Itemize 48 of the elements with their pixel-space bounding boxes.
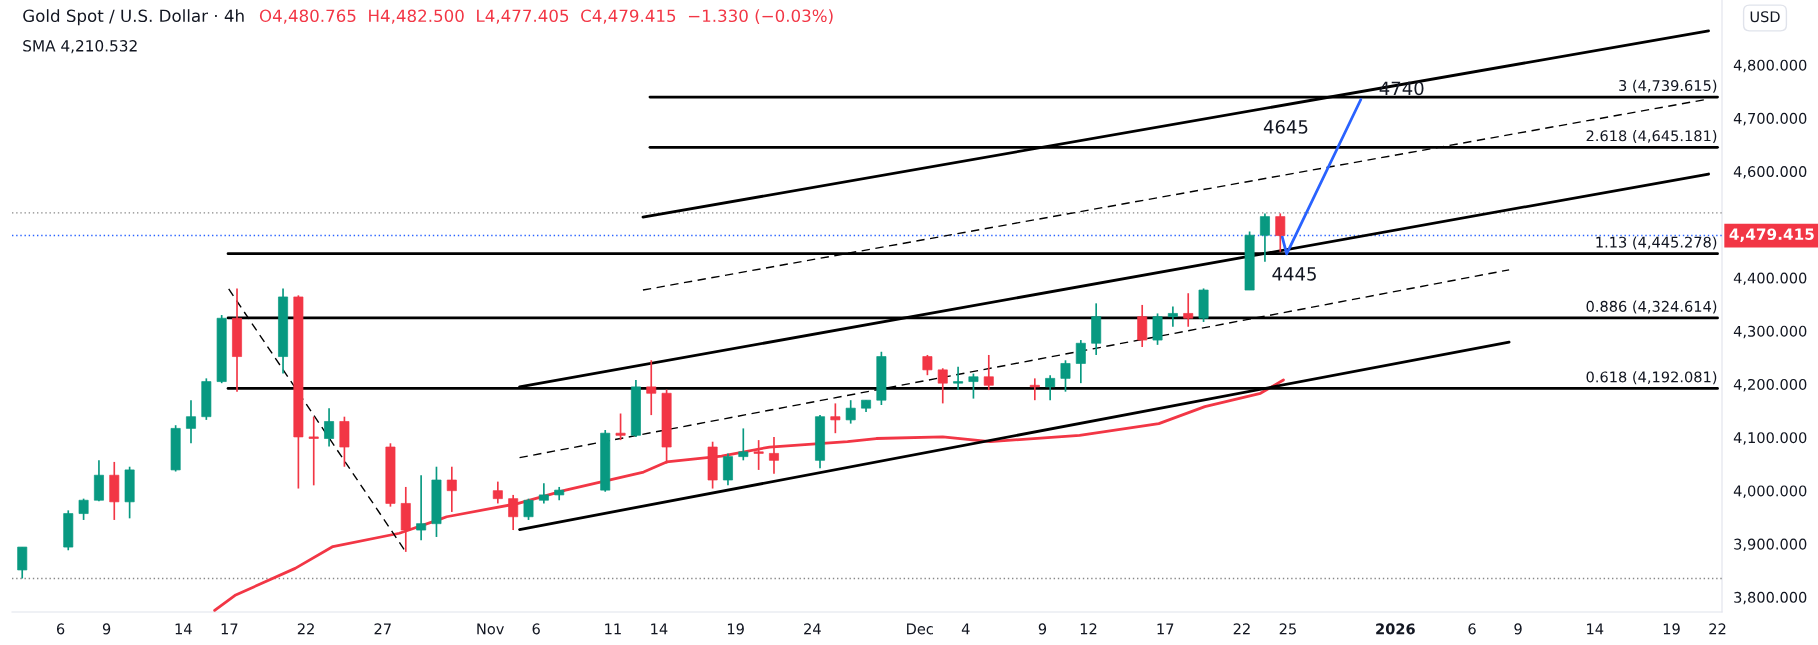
- annotation: 4740: [1379, 81, 1424, 96]
- x-tick-label: 6: [1468, 623, 1476, 635]
- x-tick-label: 17: [1157, 623, 1174, 635]
- y-tick-label: 4,400.000: [1733, 272, 1807, 286]
- x-tick-label: 9: [1514, 623, 1522, 635]
- x-tick-label: 6: [532, 623, 540, 635]
- x-tick-label: 9: [102, 623, 111, 635]
- series-label: 0.618 (4,192.081): [1586, 371, 1717, 385]
- series-label: 0.886 (4,324.614): [1586, 300, 1717, 314]
- y-tick-label: 3,800.000: [1734, 591, 1807, 605]
- series-label: 1.13 (4,445.278): [1596, 236, 1717, 250]
- x-tick-label: 22: [1233, 623, 1250, 635]
- y-tick-label: 4,300.000: [1733, 325, 1807, 339]
- annotation: 4645: [1263, 120, 1308, 134]
- y-tick-label: 4,800.000: [1733, 59, 1807, 73]
- x-tick-label: 22: [1709, 623, 1726, 635]
- ref-line-label: 4,479.415: [1729, 228, 1814, 242]
- x-tick-label: 9: [1038, 623, 1047, 635]
- x-tick-label: 14: [651, 623, 668, 635]
- x-tick-label: 19: [1663, 623, 1680, 635]
- x-tick-label: Nov: [477, 623, 504, 635]
- annotation: 4445: [1272, 267, 1316, 281]
- text: Gold Spot / U.S. Dollar · 4h: [23, 9, 244, 26]
- x-tick-label: 27: [374, 623, 391, 635]
- x-tick-label: Dec: [907, 623, 933, 635]
- series-label: 3 (4,739.615): [1619, 79, 1717, 93]
- x-tick-label: 6: [56, 623, 65, 635]
- x-tick-label: 22: [297, 623, 314, 635]
- x-tick-label: 14: [175, 623, 192, 635]
- y-tick-label: 3,900.000: [1734, 538, 1807, 552]
- annotation: SMA 4,210.532: [23, 40, 137, 54]
- x-tick-label: 12: [1080, 623, 1097, 635]
- y-tick-label: 4,000.000: [1733, 485, 1807, 498]
- text: USD: [1750, 11, 1780, 23]
- x-tick-label: 24: [804, 623, 821, 635]
- x-tick-label: 19: [727, 623, 744, 635]
- y-tick-label: 4,100.000: [1733, 432, 1807, 445]
- x-tick-label: 11: [605, 623, 621, 635]
- x-tick-label: 25: [1279, 623, 1296, 635]
- y-tick-label: 4,600.000: [1733, 166, 1807, 179]
- series-label: 2.618 (4,645.181): [1586, 130, 1717, 144]
- x-tick-label: 4: [961, 623, 970, 635]
- y-tick-label: 4,700.000: [1733, 112, 1807, 126]
- x-tick-label: 14: [1587, 623, 1604, 635]
- x-tick-label: 2026: [1376, 623, 1415, 635]
- annotation: O4,480.765 H4,482.500 L4,477.405 C4,479.415 −1.330 (−0.03%): [259, 9, 833, 25]
- x-tick-label: 17: [221, 623, 238, 635]
- y-tick-label: 4,200.000: [1733, 378, 1807, 392]
